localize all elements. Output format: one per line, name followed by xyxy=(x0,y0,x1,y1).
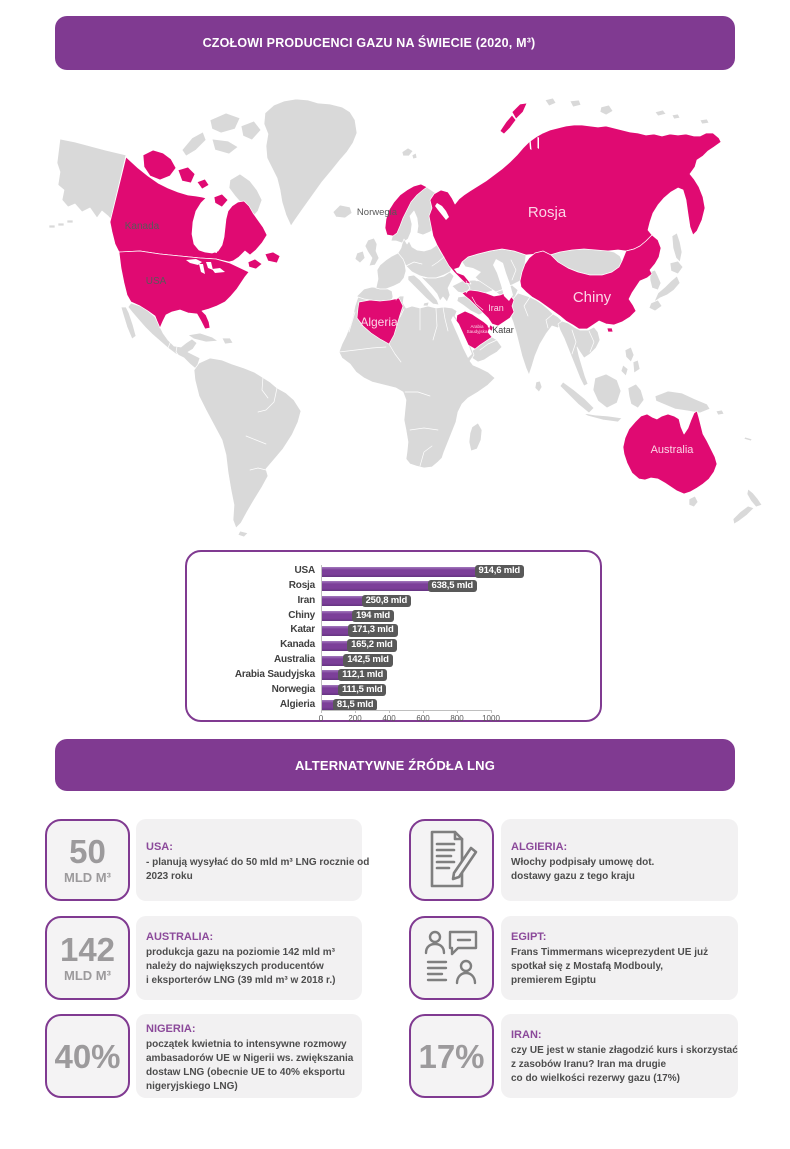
svg-text:Arabia: Arabia xyxy=(470,324,484,329)
svg-text:Saudyjska: Saudyjska xyxy=(467,329,488,334)
svg-text:Kanada: Kanada xyxy=(125,221,160,232)
svg-text:Australia: Australia xyxy=(651,444,695,456)
svg-text:Norwegia: Norwegia xyxy=(357,207,398,218)
svg-text:Katar: Katar xyxy=(492,325,514,335)
svg-text:Chiny: Chiny xyxy=(573,289,612,306)
svg-text:Rosja: Rosja xyxy=(528,204,567,221)
svg-text:Algeria: Algeria xyxy=(360,315,398,329)
svg-text:Iran: Iran xyxy=(488,303,504,313)
svg-text:USA: USA xyxy=(146,276,167,287)
